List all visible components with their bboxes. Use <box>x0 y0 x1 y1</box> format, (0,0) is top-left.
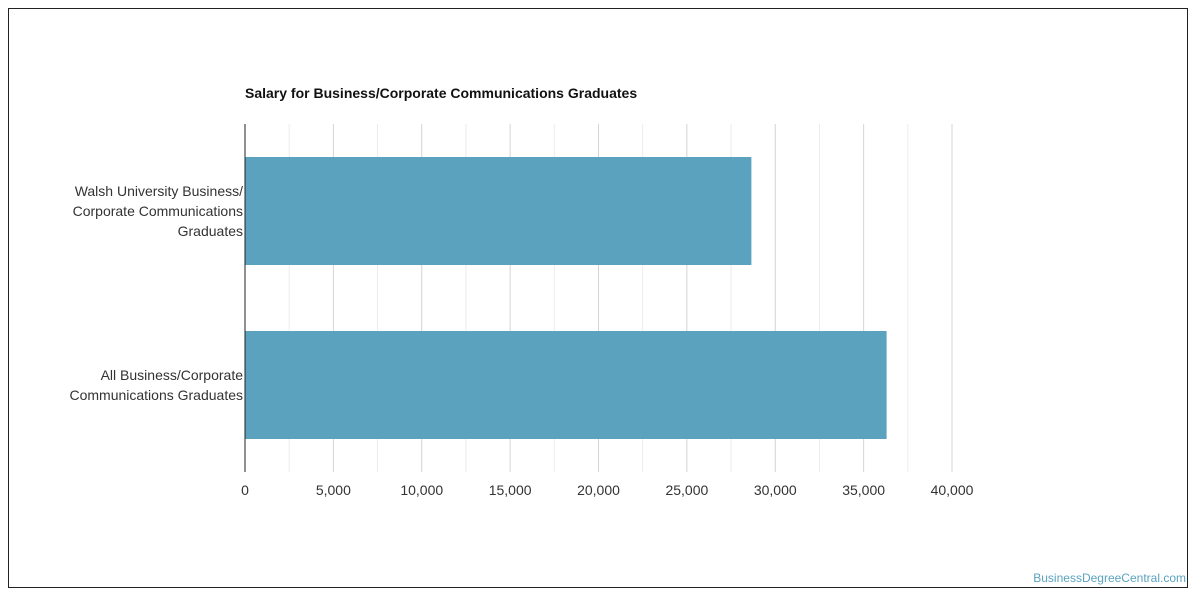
y-category-label-line: Corporate Communications <box>72 203 243 219</box>
x-tick-label: 35,000 <box>842 482 885 498</box>
x-tick-label: 40,000 <box>931 482 974 498</box>
x-tick-label: 0 <box>241 482 249 498</box>
y-category-label: Walsh University Business/Corporate Comm… <box>13 181 243 241</box>
chart-title: Salary for Business/Corporate Communicat… <box>245 85 638 101</box>
x-tick-label: 25,000 <box>665 482 708 498</box>
x-tick-label: 30,000 <box>754 482 797 498</box>
y-category-label-line: Communications Graduates <box>69 387 243 403</box>
bar[interactable] <box>245 331 887 439</box>
y-category-label-line: Graduates <box>177 223 243 239</box>
bar[interactable] <box>245 157 752 265</box>
watermark: BusinessDegreeCentral.com <box>1033 571 1186 585</box>
x-tick-label: 5,000 <box>316 482 351 498</box>
y-category-label-line: All Business/Corporate <box>100 367 243 383</box>
chart-frame <box>8 8 1188 588</box>
x-tick-label: 10,000 <box>400 482 443 498</box>
y-category-label: All Business/Corporate Communications Gra… <box>13 365 243 405</box>
y-category-label-line: Walsh University Business/ <box>74 183 243 199</box>
x-tick-label: 15,000 <box>489 482 532 498</box>
x-tick-label: 20,000 <box>577 482 620 498</box>
